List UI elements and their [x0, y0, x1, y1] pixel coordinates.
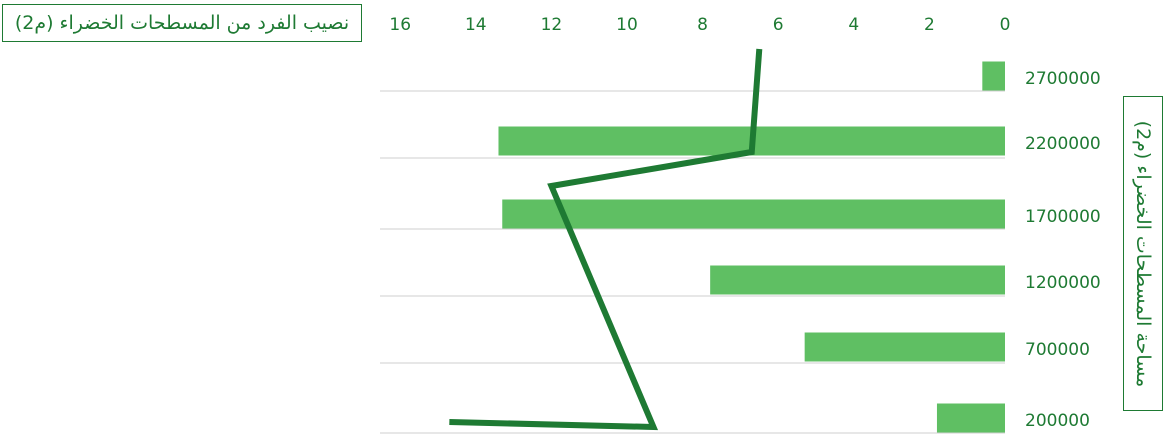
category-label: 1200000 — [1025, 273, 1101, 293]
x-tick-label: 16 — [389, 15, 411, 35]
top-axis-title: نصيب الفرد من المسطحات الخضراء (م2) — [14, 12, 350, 34]
x-tick-label: 12 — [541, 15, 563, 35]
side-axis-title-box: مساحة المسطحات الخضراء (م2) — [1123, 96, 1163, 411]
x-tick-label: 0 — [1000, 15, 1011, 35]
x-tick-label: 4 — [848, 15, 859, 35]
x-tick-label: 10 — [616, 15, 638, 35]
bar-700000 — [804, 332, 1005, 362]
x-tick-label: 2 — [924, 15, 935, 35]
trend-line — [449, 48, 763, 431]
side-axis-title: مساحة المسطحات الخضراء (م2) — [1132, 120, 1154, 387]
category-label: 2200000 — [1025, 134, 1101, 154]
category-label: 1700000 — [1025, 207, 1101, 227]
bar-200000 — [936, 403, 1005, 433]
category-label: 700000 — [1025, 340, 1090, 360]
category-label: 200000 — [1025, 411, 1090, 431]
bar-1200000 — [710, 265, 1005, 295]
x-tick-label: 8 — [697, 15, 708, 35]
bar-1700000 — [502, 199, 1005, 229]
x-tick-label: 6 — [773, 15, 784, 35]
x-tick-label: 14 — [465, 15, 487, 35]
category-label: 2700000 — [1025, 69, 1101, 89]
bar-2700000 — [982, 61, 1005, 91]
top-axis-title-box: نصيب الفرد من المسطحات الخضراء (م2) — [2, 4, 362, 42]
